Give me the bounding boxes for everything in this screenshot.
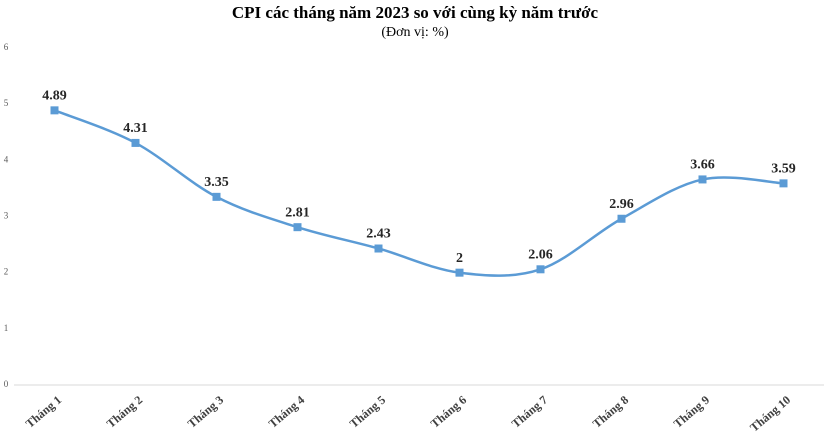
x-tick-label: Tháng 8	[590, 393, 631, 431]
data-label: 4.31	[123, 121, 148, 136]
x-tick-label: Tháng 3	[185, 393, 226, 431]
x-tick-label: Tháng 7	[509, 393, 550, 431]
data-label: 3.59	[771, 162, 796, 177]
marker	[779, 179, 788, 188]
x-tick-label: Tháng 1	[23, 393, 64, 431]
x-tick-label: Tháng 5	[347, 393, 388, 431]
marker	[617, 214, 626, 223]
y-tick-label: 3	[4, 211, 9, 221]
marker	[374, 244, 383, 253]
y-tick-label: 1	[4, 323, 9, 333]
marker	[212, 192, 221, 201]
line	[54, 109, 784, 277]
y-tick-label: 6	[4, 42, 9, 52]
data-label: 3.35	[204, 175, 229, 190]
data-label: 2.81	[285, 205, 310, 220]
y-tick-label: 4	[4, 154, 9, 164]
y-tick-label: 5	[4, 98, 9, 108]
marker	[131, 138, 140, 147]
x-tick-label: Tháng 10	[747, 393, 793, 435]
y-tick-label: 2	[4, 267, 9, 277]
data-label: 2.96	[609, 197, 634, 212]
marker	[698, 175, 707, 184]
data-label: 2	[456, 251, 463, 266]
marker	[50, 106, 59, 115]
data-label: 2.06	[528, 248, 553, 263]
marker	[455, 268, 464, 277]
marker	[293, 223, 302, 232]
x-tick-label: Tháng 9	[671, 393, 712, 431]
chart-subtitle: (Đơn vị: %)	[381, 25, 449, 40]
x-tick-label: Tháng 6	[428, 393, 469, 431]
x-tick-label: Tháng 2	[104, 393, 145, 431]
x-tick-label: Tháng 4	[266, 393, 307, 431]
marker	[536, 265, 545, 274]
data-label: 4.89	[42, 89, 67, 104]
data-label: 2.43	[366, 227, 391, 242]
y-tick-label: 0	[4, 379, 9, 389]
data-label: 3.66	[690, 158, 715, 173]
chart-title: CPI các tháng năm 2023 so với cùng kỳ nă…	[232, 3, 599, 22]
